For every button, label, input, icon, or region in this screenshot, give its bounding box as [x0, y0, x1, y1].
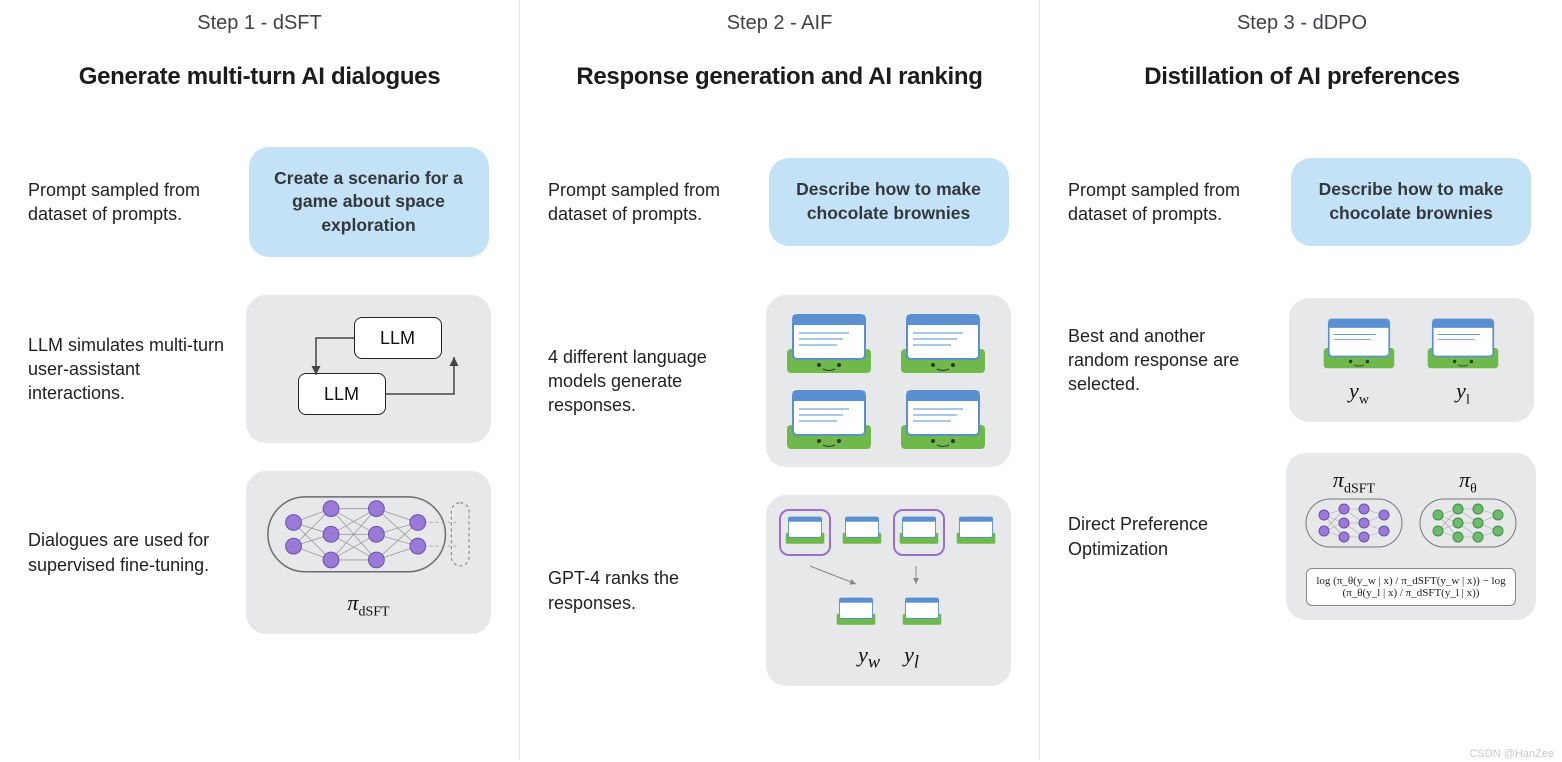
- recipe-small-icon: [779, 509, 831, 556]
- column-title: Response generation and AI ranking: [548, 63, 1011, 91]
- recipe-card-icon: [1317, 312, 1401, 374]
- recipe-card-icon: [893, 385, 993, 453]
- step-label: Step 2 - AIF: [548, 12, 1011, 35]
- recipe-small-icon: [839, 512, 885, 553]
- neural-net-icon: [260, 485, 477, 584]
- row-llm: LLM simulates multi-turn user-assistant …: [28, 295, 491, 443]
- desc-text: Best and another random response are sel…: [1068, 324, 1268, 397]
- row-prompt: Prompt sampled from dataset of prompts. …: [28, 137, 491, 267]
- llm-loop-arrows-icon: [264, 309, 474, 429]
- recipe-small-icon: [833, 593, 879, 634]
- select-panel: yw yl: [1289, 298, 1534, 422]
- desc-text: 4 different language models generate res…: [548, 345, 748, 418]
- row-gpt4rank: GPT-4 ranks the responses.: [548, 495, 1011, 686]
- neural-net-purple-icon: [1304, 497, 1404, 549]
- desc-text: Prompt sampled from dataset of prompts.: [1068, 178, 1268, 227]
- row-prompt: Prompt sampled from dataset of prompts. …: [548, 137, 1011, 267]
- llm-panel: LLM LLM: [246, 295, 491, 443]
- row-4models: 4 different language models generate res…: [548, 295, 1011, 467]
- dpo-formula: log (π_θ(y_w | x) / π_dSFT(y_w | x)) − l…: [1306, 568, 1516, 606]
- row-sft: Dialogues are used for supervised fine-t…: [28, 471, 491, 634]
- watermark-text: CSDN @HanZee: [1469, 748, 1554, 760]
- step-label: Step 3 - dDPO: [1068, 12, 1536, 35]
- prompt-bubble: Describe how to make chocolate brownies: [1291, 158, 1531, 245]
- nn-panel: πdSFT: [246, 471, 491, 634]
- recipe-card-icon: [779, 385, 879, 453]
- step-label: Step 1 - dSFT: [28, 12, 491, 35]
- yw-yl-labels: yw yl: [776, 642, 1001, 672]
- recipe-card-icon: [893, 309, 993, 377]
- column-step3: Step 3 - dDPO Distillation of AI prefere…: [1040, 0, 1562, 760]
- desc-text: Prompt sampled from dataset of prompts.: [548, 178, 748, 227]
- desc-text: Direct Preference Optimization: [1068, 512, 1268, 561]
- column-title: Generate multi-turn AI dialogues: [28, 63, 491, 91]
- recipe-card-icon: [1421, 312, 1505, 374]
- neural-net-green-icon: [1418, 497, 1518, 549]
- row-dpo: Direct Preference Optimization πdSFT πθ …: [1068, 453, 1536, 620]
- desc-text: Dialogues are used for supervised fine-t…: [28, 528, 228, 577]
- row-select: Best and another random response are sel…: [1068, 295, 1536, 425]
- dpo-panel: πdSFT πθ log (π_θ(y_w | x) / π_dSFT(y_w …: [1286, 453, 1536, 620]
- recipe-small-icon: [899, 593, 945, 634]
- column-step2: Step 2 - AIF Response generation and AI …: [520, 0, 1040, 760]
- prompt-bubble: Describe how to make chocolate brownies: [769, 158, 1009, 245]
- column-step1: Step 1 - dSFT Generate multi-turn AI dia…: [0, 0, 520, 760]
- rank-panel: yw yl: [766, 495, 1011, 686]
- recipe-card-icon: [779, 309, 879, 377]
- desc-text: GPT-4 ranks the responses.: [548, 566, 748, 615]
- rank-arrows-icon: [776, 564, 1001, 588]
- pi-dsft-label: πdSFT: [347, 590, 389, 620]
- recipe-small-icon: [893, 509, 945, 556]
- desc-text: LLM simulates multi-turn user-assistant …: [28, 333, 228, 406]
- desc-text: Prompt sampled from dataset of prompts.: [28, 178, 228, 227]
- column-title: Distillation of AI preferences: [1068, 63, 1536, 91]
- recipe-small-icon: [953, 512, 999, 553]
- row-prompt: Prompt sampled from dataset of prompts. …: [1068, 137, 1536, 267]
- prompt-bubble: Create a scenario for a game about space…: [249, 147, 489, 258]
- recipe-panel: [766, 295, 1011, 467]
